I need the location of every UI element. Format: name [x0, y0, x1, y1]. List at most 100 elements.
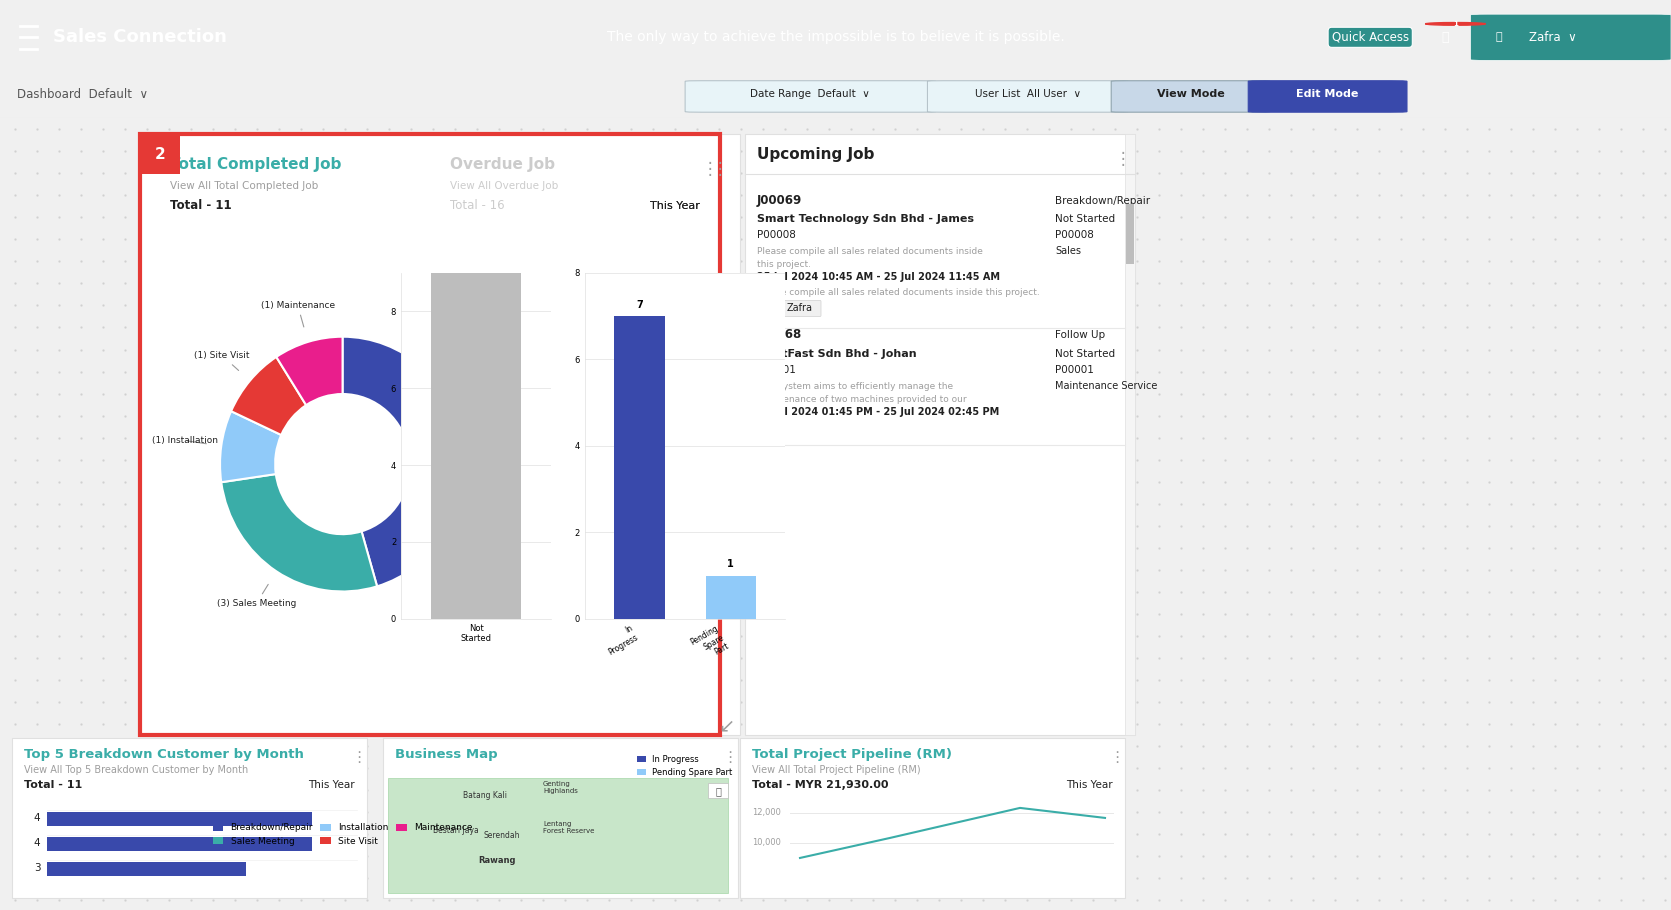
Text: Upcoming Job: Upcoming Job [757, 147, 874, 162]
Bar [615, 317, 665, 619]
Text: Zafra: Zafra [787, 303, 814, 313]
Text: Lentang
Forest Reserve: Lentang Forest Reserve [543, 821, 595, 834]
Text: Rawang: Rawang [478, 856, 515, 865]
Text: 7: 7 [637, 299, 643, 309]
Bar [383, 738, 739, 898]
Text: J00069: J00069 [757, 195, 802, 207]
FancyBboxPatch shape [1111, 81, 1270, 112]
Text: ⋮: ⋮ [1115, 150, 1131, 168]
Circle shape [757, 298, 777, 318]
Legend: Breakdown/Repair, Sales Meeting, Installation, Site Visit, Maintenance: Breakdown/Repair, Sales Meeting, Install… [209, 820, 476, 849]
Text: This system aims to efficiently manage the: This system aims to efficiently manage t… [757, 381, 952, 390]
Bar [47, 812, 312, 826]
Text: Date Range  Default  ∨: Date Range Default ∨ [750, 89, 871, 99]
Text: Total - 11: Total - 11 [23, 780, 82, 790]
Text: Breakdown/Repair: Breakdown/Repair [1054, 197, 1150, 207]
FancyBboxPatch shape [927, 81, 1128, 112]
Text: this project.: this project. [757, 260, 810, 269]
Text: View All Total Project Pipeline (RM): View All Total Project Pipeline (RM) [752, 765, 921, 775]
Text: Sales: Sales [1054, 247, 1081, 257]
Text: PrintFast Sdn Bhd - Johan: PrintFast Sdn Bhd - Johan [757, 349, 917, 359]
Text: Dashboard  Default  ∨: Dashboard Default ∨ [17, 87, 147, 101]
Text: Smart Technology Sdn Bhd - James: Smart Technology Sdn Bhd - James [757, 215, 974, 225]
Text: Not Started: Not Started [1054, 349, 1115, 359]
Text: maintenance of two machines provided to our: maintenance of two machines provided to … [757, 395, 966, 403]
Text: 25 Jul 2024 10:45 AM - 25 Jul 2024 11:45 AM: 25 Jul 2024 10:45 AM - 25 Jul 2024 11:45… [757, 272, 999, 282]
Text: Edit Mode: Edit Mode [1297, 89, 1359, 99]
Text: Top 5 Breakdown Customer by Month: Top 5 Breakdown Customer by Month [23, 748, 304, 761]
Text: Total - 11: Total - 11 [170, 199, 232, 212]
FancyBboxPatch shape [1248, 81, 1407, 112]
Text: Z: Z [764, 303, 770, 313]
Bar [388, 778, 729, 893]
Text: 2: 2 [155, 147, 165, 162]
Bar [740, 738, 1125, 898]
Text: 1: 1 [727, 559, 734, 569]
Text: P00001: P00001 [1054, 365, 1095, 375]
Wedge shape [231, 357, 306, 435]
Text: Sales Connection: Sales Connection [53, 28, 227, 46]
Text: This Year: This Year [309, 780, 354, 790]
Text: (1) Installation: (1) Installation [152, 436, 217, 445]
Text: 4: 4 [33, 838, 40, 848]
FancyBboxPatch shape [779, 300, 820, 317]
Bar [1126, 205, 1135, 265]
Bar [140, 135, 180, 175]
Text: (1) Maintenance: (1) Maintenance [261, 300, 334, 327]
Text: View Mode: View Mode [1156, 89, 1225, 99]
Text: J00068: J00068 [757, 329, 802, 341]
Text: ⋮: ⋮ [1110, 751, 1125, 765]
Text: Business Map: Business Map [394, 748, 498, 761]
Text: 25 Jul 2024 01:45 PM - 25 Jul 2024 02:45 PM: 25 Jul 2024 01:45 PM - 25 Jul 2024 02:45… [757, 407, 999, 417]
Text: P00001: P00001 [757, 365, 795, 375]
Text: 12,000: 12,000 [752, 808, 780, 817]
Bar [47, 837, 312, 851]
Wedge shape [221, 474, 378, 592]
Text: Serendah: Serendah [483, 831, 520, 840]
Bar [745, 135, 1135, 735]
Text: Zafra  ∨: Zafra ∨ [1529, 31, 1577, 44]
Text: ⋮: ⋮ [712, 160, 729, 178]
Text: Please compile all sales related documents inside this project.: Please compile all sales related documen… [757, 288, 1039, 298]
Text: View All Overdue Job: View All Overdue Job [449, 181, 558, 191]
Text: (3) Sales Meeting: (3) Sales Meeting [217, 584, 296, 608]
Text: Bestari Jaya: Bestari Jaya [433, 826, 480, 835]
Text: User List  All User  ∨: User List All User ∨ [974, 89, 1081, 99]
Text: Total - 16: Total - 16 [449, 199, 505, 212]
Circle shape [1425, 23, 1486, 25]
Text: 👤: 👤 [1496, 33, 1502, 42]
Text: ⋮: ⋮ [702, 160, 719, 178]
Text: Not Started: Not Started [1054, 215, 1115, 225]
Text: Quick Access: Quick Access [1332, 31, 1409, 44]
Bar [12, 738, 368, 898]
Legend: In Progress, Pending Spare Part: In Progress, Pending Spare Part [635, 752, 735, 781]
FancyBboxPatch shape [685, 81, 936, 112]
Text: (1) Site Visit: (1) Site Visit [194, 351, 251, 370]
Text: (5) Breakdown/Repair: (5) Breakdown/Repair [451, 436, 550, 445]
Text: Total Completed Job: Total Completed Job [170, 157, 341, 172]
Text: This Year: This Year [650, 201, 700, 211]
Wedge shape [221, 411, 281, 482]
Text: ⛶: ⛶ [715, 786, 720, 796]
Text: View All Top 5 Breakdown Customer by Month: View All Top 5 Breakdown Customer by Mon… [23, 765, 249, 775]
Bar [47, 862, 246, 876]
Text: Follow Up: Follow Up [1054, 330, 1105, 340]
Text: 🔔: 🔔 [1442, 31, 1449, 44]
Text: ⋮: ⋮ [722, 751, 737, 765]
Text: Batang Kali: Batang Kali [463, 791, 506, 800]
Text: ↙: ↙ [719, 717, 734, 736]
Bar [1125, 135, 1135, 735]
Text: P00008: P00008 [757, 230, 795, 240]
Text: Overdue Job: Overdue Job [449, 157, 555, 172]
Wedge shape [276, 337, 343, 405]
Text: This Year: This Year [1066, 780, 1113, 790]
Wedge shape [343, 337, 465, 586]
Text: Total - MYR 21,930.00: Total - MYR 21,930.00 [752, 780, 889, 790]
Bar [431, 273, 521, 619]
Text: Total Project Pipeline (RM): Total Project Pipeline (RM) [752, 748, 952, 761]
Text: Genting
Highlands: Genting Highlands [543, 781, 578, 794]
Text: 10,000: 10,000 [752, 838, 780, 847]
Text: 1: 1 [1454, 21, 1457, 27]
Bar [705, 576, 755, 619]
Text: Maintenance Service: Maintenance Service [1054, 380, 1158, 390]
